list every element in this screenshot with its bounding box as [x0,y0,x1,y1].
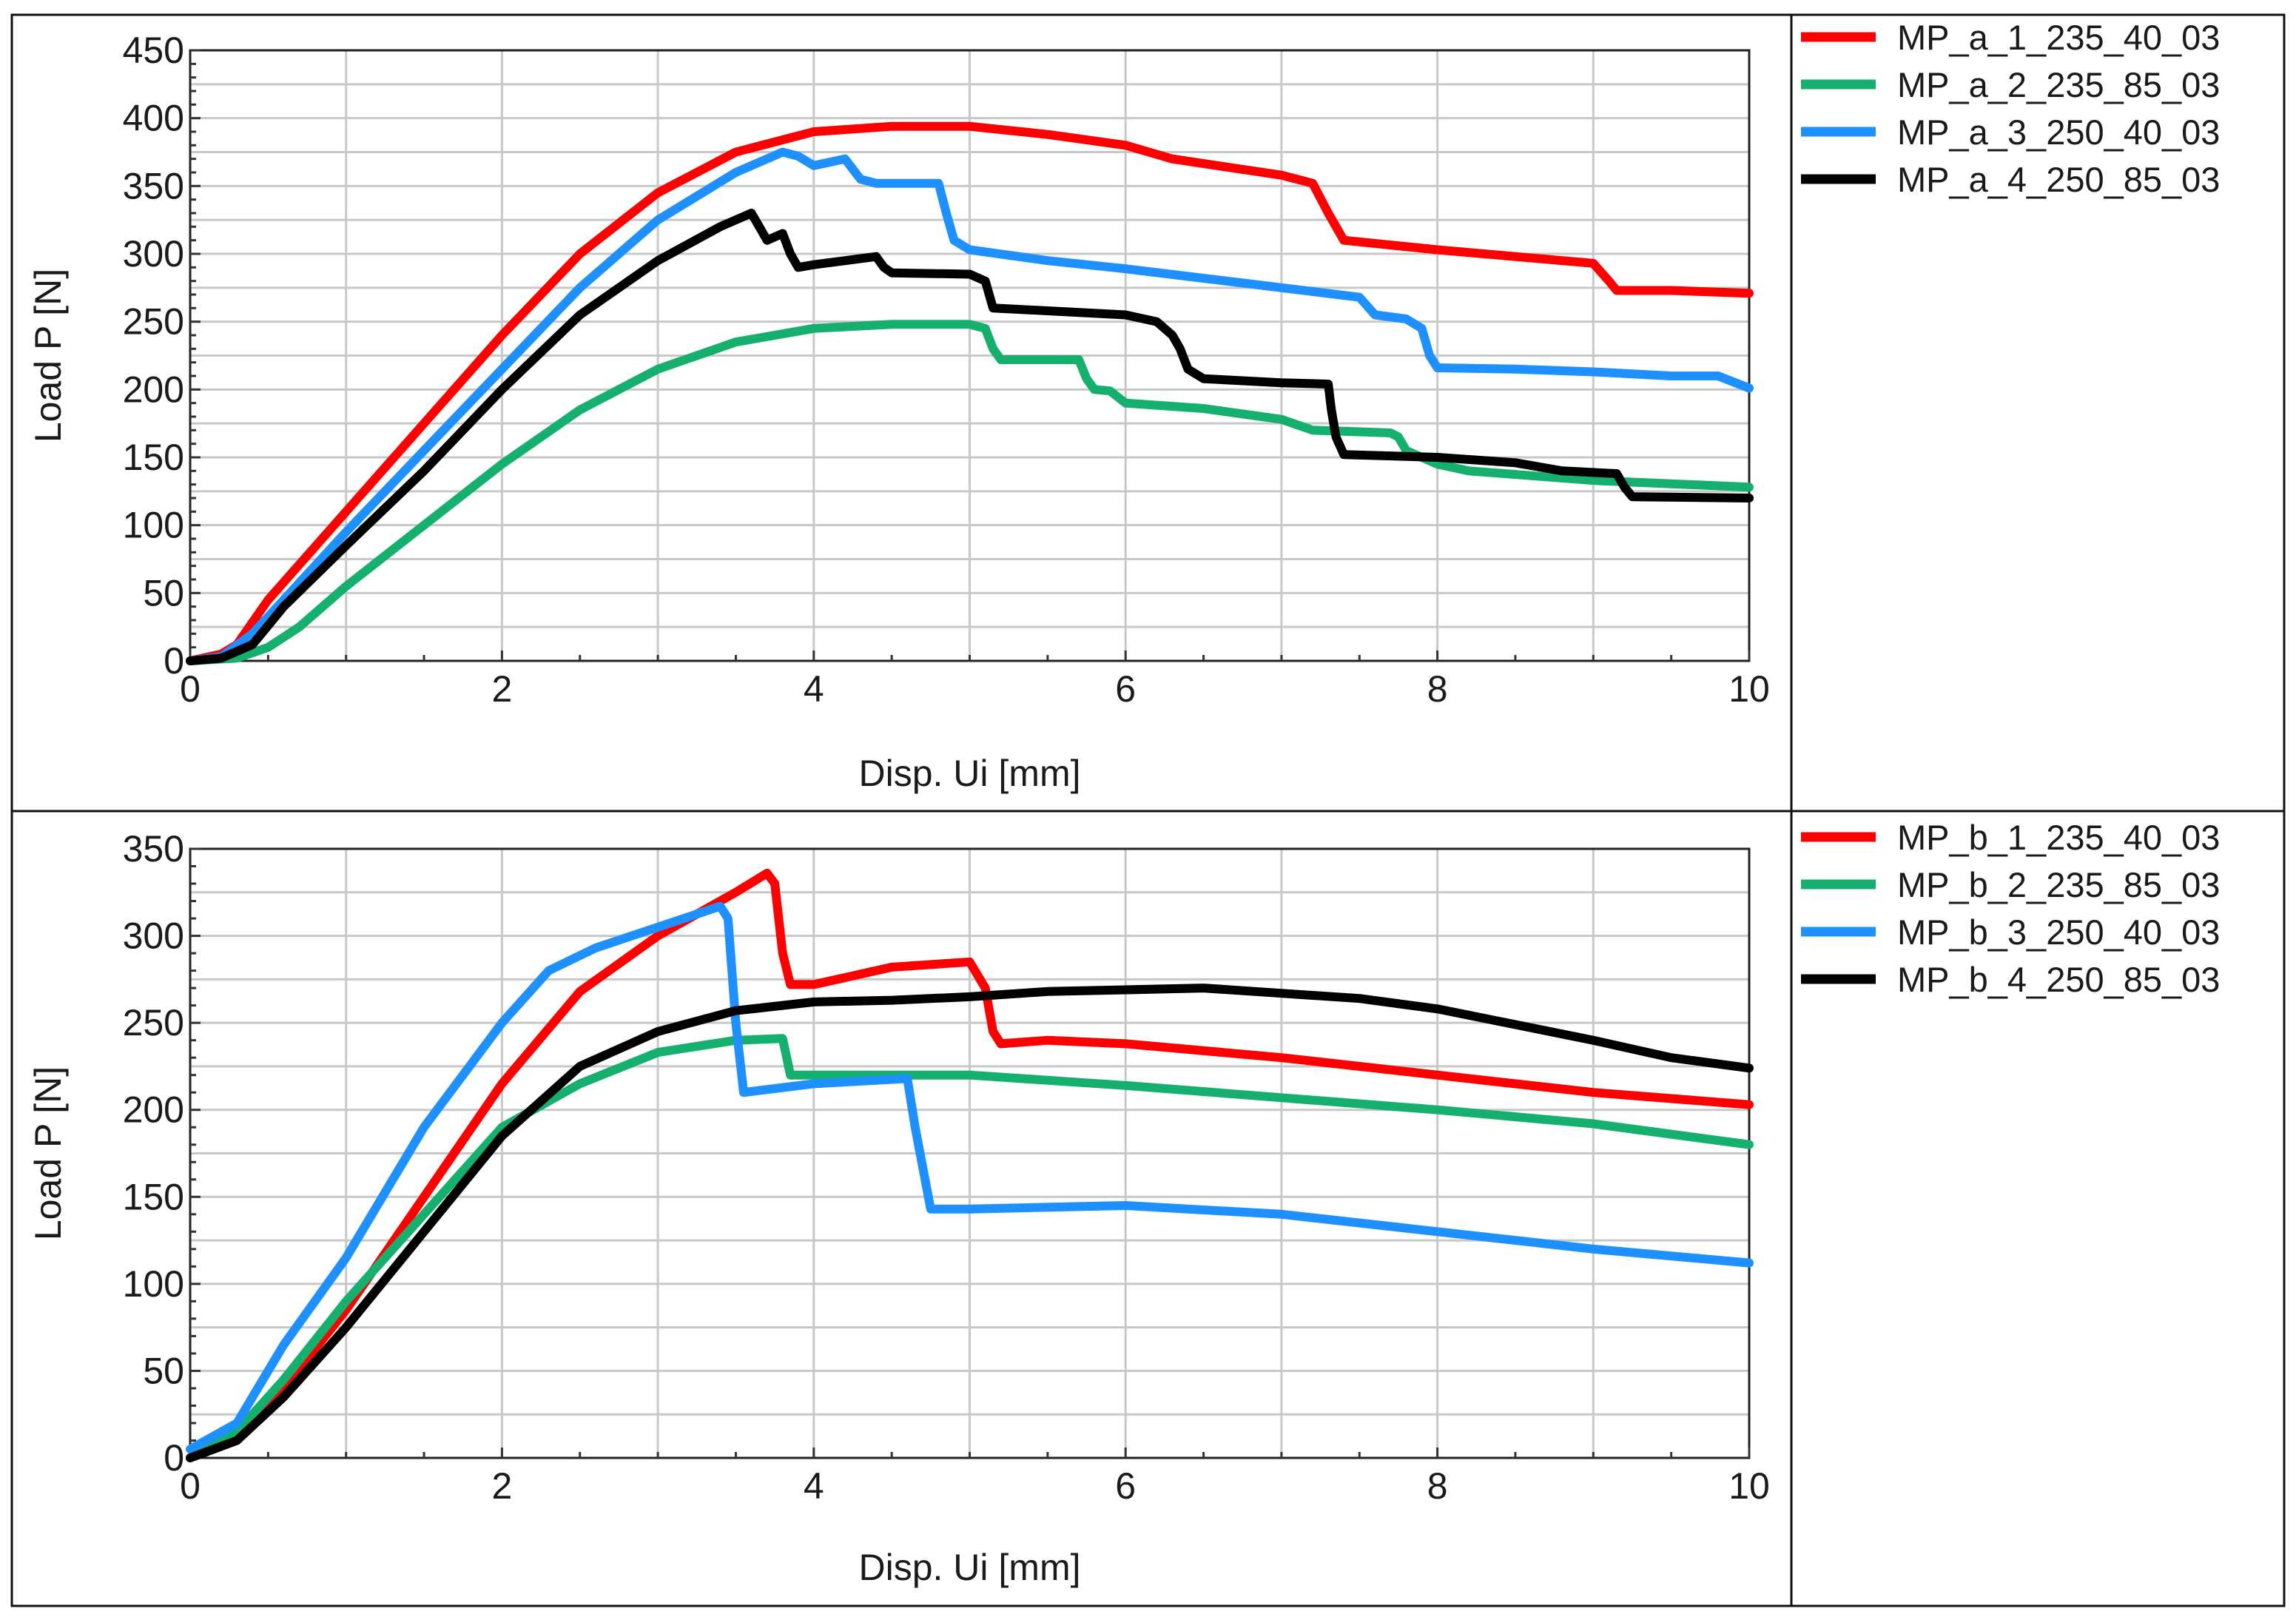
x-tick-label: 0 [180,1465,201,1507]
y-tick-label: 0 [164,1437,184,1479]
y-tick-label: 100 [123,1263,184,1305]
legend-bottom: MP_b_1_235_40_03 MP_b_2_235_85_03 MP_b_3_2… [1801,818,2220,999]
legend-entry-label: MP_a_2_235_85_03 [1897,65,2220,104]
figure-frame [10,13,2286,1607]
y-tick-label: 150 [123,437,184,478]
legend-entry-label: MP_a_1_235_40_03 [1897,18,2220,57]
y-tick-label: 50 [143,572,184,613]
x-tick-label: 10 [1728,1465,1770,1507]
x-tick-label: 4 [804,668,824,710]
x-tick-label: 8 [1427,1465,1448,1507]
minor-ticks-top [189,49,1751,662]
series-line-MP_a_1_235_40_03 [186,121,1754,665]
x-tick-label: 0 [180,668,201,710]
legend-entry-label: MP_b_1_235_40_03 [1897,818,2220,857]
y-tick-label: 300 [123,915,184,957]
y-tick-labels-top: 0 50 100 150 200 250 300 350 400 450 [123,30,184,682]
x-tick-label: 6 [1115,1465,1136,1507]
series-group-top [186,121,1754,665]
series-line-MP_a_3_250_40_03 [186,147,1754,665]
y-tick-label: 50 [143,1350,184,1391]
x-tick-label: 6 [1115,668,1136,710]
y-tick-label: 0 [164,640,184,682]
y-tick-label: 100 [123,505,184,546]
y-tick-label: 400 [123,98,184,139]
series-line-MP_b_3_250_40_03 [186,901,1754,1454]
y-tick-labels-bottom: 0 50 100 150 200 250 300 350 [123,828,184,1479]
legend-entry-label: MP_a_3_250_40_03 [1897,112,2220,152]
y-tick-label: 250 [123,301,184,343]
legend-entry-label: MP_b_3_250_40_03 [1897,912,2220,952]
x-tick-label: 10 [1728,668,1770,710]
x-tick-label: 4 [804,1465,824,1507]
series-line-MP_b_4_250_85_03 [186,984,1754,1462]
y-tick-label: 300 [123,233,184,275]
series-line-MP_b_1_235_40_03 [186,868,1754,1462]
y-tick-label: 200 [123,369,184,410]
x-tick-label: 8 [1427,668,1448,710]
x-tick-labels-top: 0 2 4 6 8 10 [180,668,1770,710]
chart-panel-top: 0 2 4 6 8 10 0 50 100 150 200 250 300 350 400 450 Disp… [27,18,2220,794]
legend-entry-label: MP_b_2_235_85_03 [1897,865,2220,904]
y-tick-label: 350 [123,165,184,206]
series-line-MP_b_2_235_85_03 [186,1034,1754,1462]
legend-entry-label: MP_a_4_250_85_03 [1897,160,2220,199]
y-tick-label: 150 [123,1176,184,1217]
x-axis-label-bottom: Disp. Ui [mm] [859,1547,1081,1588]
y-tick-label: 450 [123,30,184,71]
y-tick-label: 250 [123,1002,184,1043]
x-tick-label: 2 [491,1465,512,1507]
chart-panel-bottom: 0 2 4 6 8 10 0 50 100 150 200 250 300 350 Disp. Ui [… [27,818,2220,1588]
x-tick-labels-bottom: 0 2 4 6 8 10 [180,1465,1770,1507]
x-tick-label: 2 [491,668,512,710]
series-line-MP_a_4_250_85_03 [186,209,1754,665]
y-tick-label: 200 [123,1089,184,1131]
series-line-MP_a_2_235_85_03 [186,320,1754,665]
y-axis-label-bottom: Load P [N] [27,1066,69,1240]
y-axis-label-top: Load P [N] [27,269,69,443]
series-group-bottom [186,868,1754,1462]
legend-top: MP_a_1_235_40_03 MP_a_2_235_85_03 MP_a_3_2… [1801,18,2220,199]
x-axis-label-top: Disp. Ui [mm] [859,753,1081,794]
y-tick-label: 350 [123,828,184,870]
legend-entry-label: MP_b_4_250_85_03 [1897,960,2220,999]
